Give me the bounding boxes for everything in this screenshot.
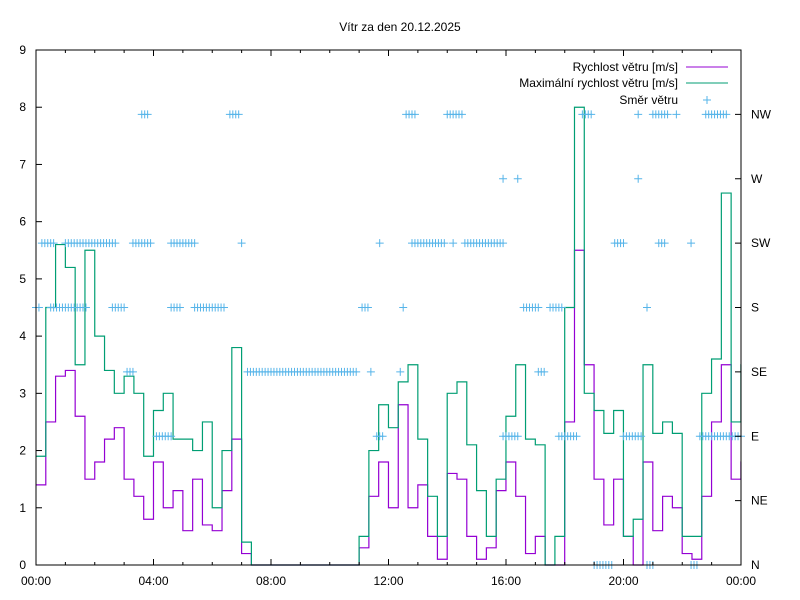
y-tick-label: 0 [19,558,26,572]
y2-tick-label: NE [751,494,768,508]
direction-point [234,110,243,119]
direction-point [499,174,508,183]
legend: Rychlost větru [m/s] Maximální rychlost … [519,60,728,107]
direction-point [49,239,58,248]
direction-point [499,239,508,248]
y-tick-label: 7 [19,157,26,171]
direction-point [663,110,672,119]
legend-label-max-speed: Maximální rychlost větru [m/s] [519,76,678,90]
direction-point [534,303,543,312]
direction-point [190,239,199,248]
direction-point [111,239,120,248]
direction-point [81,303,90,312]
y2-tick-label: SE [751,365,767,379]
y-tick-label: 2 [19,444,26,458]
y2-tick-label: N [751,558,760,572]
x-tick-label: 04:00 [138,574,168,588]
x-tick-label: 00:00 [726,574,756,588]
direction-point [378,432,387,441]
y-tick-label: 6 [19,215,26,229]
direction-point [366,367,375,376]
direction-point [660,239,669,248]
y2-tick-label: S [751,301,759,315]
y-tick-label: 8 [19,100,26,114]
y-tick-label: 1 [19,501,26,515]
direction-point [143,110,152,119]
y2-tick-label: W [751,172,763,186]
legend-swatch-direction [703,96,711,104]
direction-point [449,239,458,248]
y2-tick-label: SW [751,236,771,250]
direction-point [722,110,731,119]
direction-point [513,174,522,183]
direction-point [672,110,681,119]
y-tick-label: 4 [19,329,26,343]
direction-point [167,432,176,441]
direction-point [687,239,696,248]
direction-point [396,367,405,376]
x-tick-label: 00:00 [21,574,51,588]
direction-point [410,110,419,119]
direction-point [572,432,581,441]
direction-point [399,303,408,312]
direction-point [587,110,596,119]
direction-point [440,239,449,248]
direction-point [540,367,549,376]
direction-point [513,432,522,441]
direction-point [120,303,129,312]
direction-point [643,303,651,312]
direction-point [220,303,228,312]
y-tick-label: 9 [19,43,26,57]
y-tick-label: 3 [19,386,26,400]
series-layer [32,106,745,569]
direction-point [363,303,372,312]
direction-point [175,303,184,312]
direction-point [128,367,137,376]
axes-layer: 0 1 2 3 4 5 6 7 8 9 N NE E SE S SW W NW 00:00 04:00 08:00 12:… [19,43,771,588]
legend-label-speed: Rychlost větru [m/s] [573,60,678,74]
x-tick-label: 16:00 [491,574,521,588]
direction-point [557,303,566,312]
direction-point [352,367,361,376]
direction-point [634,174,643,183]
legend-label-direction: Směr větru [619,93,678,107]
direction-point [634,110,643,119]
series-line-max-speed [36,106,742,566]
direction-point [637,432,646,441]
x-tick-label: 08:00 [256,574,286,588]
y2-tick-label: NW [751,107,772,121]
chart-title: Vítr za den 20.12.2025 [339,20,461,34]
direction-point [375,239,384,248]
direction-point [146,239,155,248]
direction-point [237,239,246,248]
direction-point [619,239,628,248]
x-tick-label: 20:00 [608,574,638,588]
direction-point [457,110,466,119]
y-tick-label: 5 [19,272,26,286]
y2-tick-label: E [751,429,759,443]
x-tick-label: 12:00 [373,574,403,588]
